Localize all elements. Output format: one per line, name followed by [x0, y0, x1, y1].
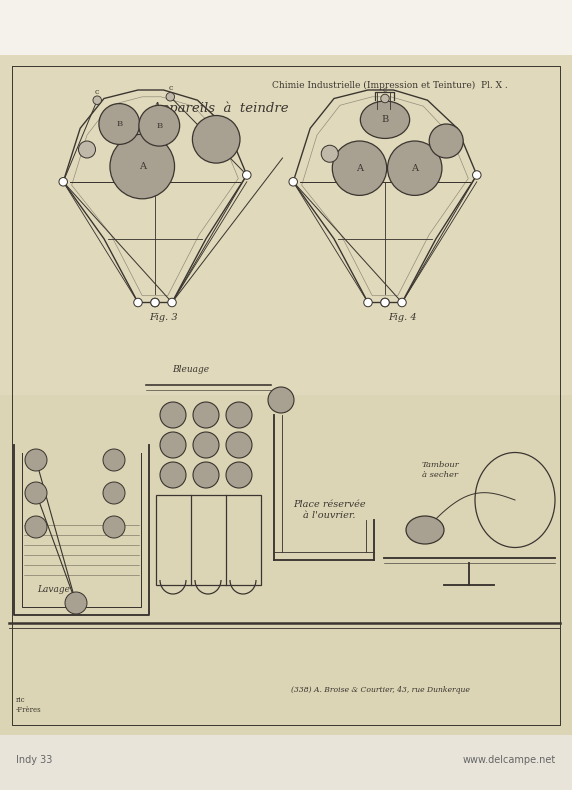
Circle shape — [168, 299, 176, 307]
Text: Indy 33: Indy 33 — [16, 755, 53, 765]
Circle shape — [103, 482, 125, 504]
Circle shape — [388, 141, 442, 195]
Text: B: B — [116, 120, 122, 128]
Circle shape — [25, 449, 47, 471]
Circle shape — [381, 299, 390, 307]
Circle shape — [193, 432, 219, 458]
Text: Lavage: Lavage — [38, 585, 70, 595]
Circle shape — [289, 178, 297, 186]
Text: Tambour
à secher: Tambour à secher — [421, 461, 459, 479]
Text: Fig. 4: Fig. 4 — [388, 314, 416, 322]
Bar — [0, 55, 572, 395]
Circle shape — [364, 299, 372, 307]
Circle shape — [243, 171, 251, 179]
Circle shape — [139, 105, 180, 146]
Circle shape — [78, 141, 96, 158]
Circle shape — [381, 299, 390, 307]
Circle shape — [226, 462, 252, 488]
Text: c: c — [168, 85, 172, 92]
Circle shape — [472, 171, 481, 179]
Text: B: B — [382, 115, 388, 124]
Text: Fig. 3: Fig. 3 — [149, 314, 178, 322]
Circle shape — [65, 592, 87, 614]
Circle shape — [25, 516, 47, 538]
Text: Bleuage: Bleuage — [172, 366, 209, 374]
Circle shape — [110, 134, 174, 199]
Circle shape — [151, 299, 159, 307]
Circle shape — [103, 516, 125, 538]
Circle shape — [25, 482, 47, 504]
Bar — [156, 495, 261, 585]
Circle shape — [398, 299, 406, 307]
Bar — [0, 55, 572, 735]
Text: c: c — [383, 86, 387, 94]
Circle shape — [193, 462, 219, 488]
Circle shape — [59, 178, 67, 186]
Circle shape — [226, 402, 252, 428]
Text: A: A — [411, 164, 418, 173]
Ellipse shape — [406, 516, 444, 544]
Text: Appareils  à  teindre: Appareils à teindre — [151, 101, 289, 115]
Text: B: B — [156, 122, 162, 130]
Circle shape — [166, 92, 174, 101]
Circle shape — [192, 115, 240, 163]
Text: Place réservée
à l'ouvrier.: Place réservée à l'ouvrier. — [293, 500, 366, 520]
Circle shape — [103, 449, 125, 471]
Circle shape — [193, 402, 219, 428]
Circle shape — [160, 402, 186, 428]
Text: A: A — [356, 164, 363, 173]
Circle shape — [151, 299, 159, 307]
Text: ric: ric — [16, 696, 26, 704]
Circle shape — [429, 124, 463, 158]
Circle shape — [381, 94, 390, 103]
Circle shape — [134, 299, 142, 307]
Circle shape — [160, 432, 186, 458]
Bar — [0, 395, 572, 735]
Text: www.delcampe.net: www.delcampe.net — [463, 755, 556, 765]
Text: c: c — [95, 88, 100, 96]
Text: A: A — [139, 162, 146, 171]
Circle shape — [321, 145, 338, 162]
Circle shape — [160, 462, 186, 488]
Text: Chimie Industrielle (Impression et Teinture)  Pl. X .: Chimie Industrielle (Impression et Teint… — [272, 81, 508, 89]
Bar — [0, 0, 572, 55]
Circle shape — [93, 96, 101, 104]
Circle shape — [99, 103, 140, 145]
Ellipse shape — [360, 101, 410, 138]
Circle shape — [226, 432, 252, 458]
Text: (338) A. Broise & Courtier, 43, rue Dunkerque: (338) A. Broise & Courtier, 43, rue Dunk… — [291, 686, 470, 694]
Bar — [0, 735, 572, 790]
Text: -Frères: -Frères — [16, 706, 42, 714]
Circle shape — [332, 141, 387, 195]
Circle shape — [268, 387, 294, 413]
